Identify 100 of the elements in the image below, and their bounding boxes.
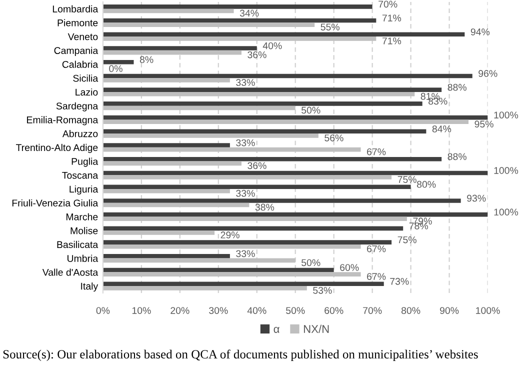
bar [102, 78, 230, 82]
x-tick-label: 10% [132, 307, 151, 314]
data-label: 88% [448, 84, 466, 91]
bar [102, 198, 461, 203]
bar [102, 230, 215, 235]
data-label: 79% [413, 218, 432, 225]
bar [102, 120, 469, 124]
x-tick-label: 70% [363, 307, 382, 314]
bar [102, 175, 392, 180]
data-label: 0% [109, 65, 122, 72]
bar [102, 272, 361, 276]
y-tick-label: Lombardia [52, 5, 98, 12]
bar [102, 286, 307, 290]
data-label: 93% [467, 194, 486, 202]
y-tick-label: Campania [54, 46, 98, 56]
data-label: 38% [255, 204, 274, 211]
y-tick-label: Puglia [72, 158, 98, 167]
data-label: 33% [236, 79, 255, 86]
y-tick-label: Sardegna [56, 102, 98, 112]
y-tick-label: Toscana [62, 172, 98, 179]
legend-label: NX/N [304, 324, 329, 333]
bar [102, 226, 404, 231]
bar [102, 92, 415, 96]
x-tick-label: 90% [440, 307, 459, 314]
bar [102, 115, 488, 120]
y-tick-label: Marche [66, 213, 98, 220]
y-tick-label: Friuli-Venezia Giulia [12, 199, 98, 206]
data-label: 50% [302, 259, 320, 266]
bar [102, 88, 442, 92]
data-label: 100% [494, 208, 518, 216]
bar [102, 102, 422, 106]
x-tick-label: 30% [209, 307, 228, 314]
bar [102, 244, 361, 249]
data-label: 67% [367, 273, 386, 280]
bar [102, 268, 334, 272]
y-tick-label: Veneto [68, 33, 98, 40]
x-tick-label: 20% [170, 307, 190, 314]
source-note: Source(s): Our elaborations based on QCA of documents published on municipalities’ websites [3, 350, 478, 362]
bar [102, 50, 242, 55]
data-label: 36% [248, 162, 266, 170]
y-tick-label: Trentino-Alto Adige [16, 144, 98, 153]
data-label: 36% [248, 51, 266, 58]
data-label: 67% [367, 148, 386, 156]
data-label: 81% [420, 92, 440, 100]
y-tick-label: Abruzzo [62, 130, 98, 138]
data-label: 95% [474, 120, 494, 128]
x-tick-label: 80% [401, 307, 420, 314]
y-tick-label: Sicilia [73, 74, 98, 82]
data-label: 33% [236, 190, 255, 197]
x-tick-label: 40% [247, 307, 266, 314]
data-label: 60% [340, 264, 359, 271]
data-label: 100% [494, 112, 518, 118]
bar [102, 170, 488, 176]
bar [102, 8, 234, 14]
data-label: 40% [262, 42, 282, 50]
bar [102, 143, 230, 148]
bar [102, 134, 318, 138]
y-tick-label: Calabria [62, 60, 98, 68]
data-label: 88% [448, 153, 466, 160]
data-label: 75% [398, 176, 416, 183]
bar [102, 156, 442, 162]
legend-label: α [274, 326, 280, 333]
data-label: 55% [320, 24, 340, 30]
data-label: 70% [378, 0, 398, 8]
bar [102, 258, 296, 263]
bar [102, 32, 465, 37]
y-tick-label: Emilia-Romagna [27, 116, 98, 126]
data-label: 73% [390, 278, 409, 285]
bar [102, 106, 296, 110]
bar [102, 216, 407, 222]
data-label: 33% [236, 139, 255, 146]
data-label: 80% [416, 180, 436, 188]
y-tick-label: Liguria [70, 185, 98, 195]
data-label: 71% [382, 14, 402, 22]
data-label: 8% [140, 56, 154, 64]
y-tick-label: Piemonte [58, 19, 98, 26]
bar [102, 36, 376, 41]
data-label: 83% [428, 98, 448, 105]
data-label: 71% [382, 38, 402, 44]
x-tick-label: 0% [96, 307, 110, 314]
bar [102, 4, 372, 9]
data-label: 75% [398, 236, 416, 244]
bar [102, 46, 257, 50]
bar [102, 129, 426, 134]
bar [102, 202, 250, 208]
bar [102, 161, 242, 166]
data-label: 34% [240, 10, 259, 17]
y-tick-label: Valle d'Aosta [42, 268, 98, 276]
bar [102, 184, 411, 189]
data-label: 50% [302, 106, 320, 114]
y-tick-label: Italy [81, 282, 98, 292]
y-tick-label: Umbria [68, 254, 98, 262]
bar [102, 189, 230, 194]
data-label: 94% [470, 28, 490, 36]
bar [102, 254, 230, 258]
data-label: 29% [220, 232, 240, 238]
y-tick-label: Basilicata [57, 240, 98, 248]
bar [102, 282, 384, 286]
data-label: 53% [313, 286, 332, 294]
data-label: 100% [494, 167, 518, 174]
